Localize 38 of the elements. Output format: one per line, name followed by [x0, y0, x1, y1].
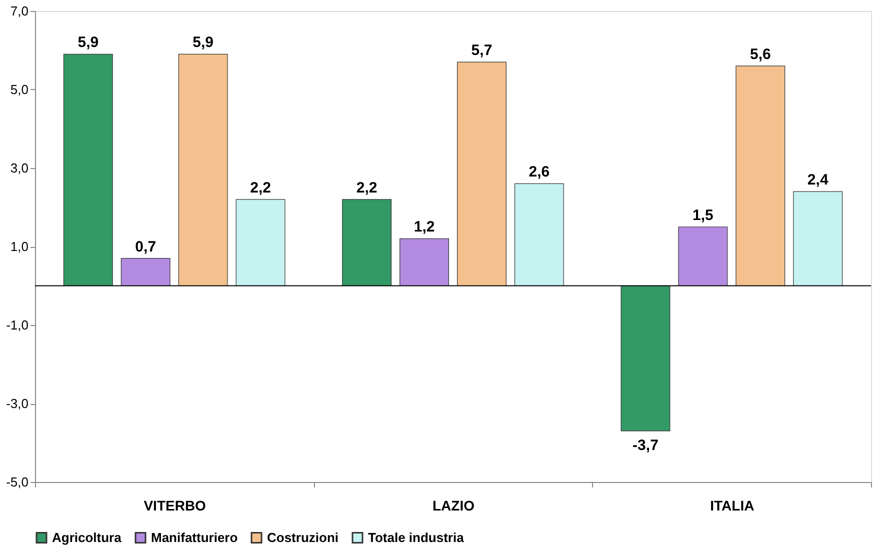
data-label: 5,9	[192, 34, 214, 52]
y-tick-label: 1,0	[10, 239, 28, 254]
legend-label: Totale industria	[368, 530, 465, 545]
y-tick-label: 7,0	[10, 4, 28, 18]
data-label: 1,2	[414, 218, 435, 236]
y-tick-label: 3,0	[10, 160, 28, 176]
legend-label: Manifatturiero	[151, 530, 238, 545]
y-tick-label: -5,0	[6, 474, 28, 490]
x-tick-label: ITALIA	[710, 498, 754, 514]
data-label: 2,4	[807, 172, 829, 189]
data-label: 5,6	[750, 46, 771, 63]
legend-label: Agricoltura	[52, 530, 122, 545]
data-label: 5,7	[471, 42, 492, 60]
legend-label: Costruzioni	[267, 530, 338, 545]
bar	[457, 62, 506, 286]
bar	[400, 238, 449, 286]
y-tick-label: 5,0	[10, 82, 28, 97]
bar	[63, 54, 113, 286]
bar	[178, 54, 228, 286]
bar	[620, 285, 670, 432]
y-tick-label: -3,0	[6, 396, 28, 411]
y-tick-label: -1,0	[6, 318, 28, 332]
data-label: 2,6	[528, 164, 550, 181]
bar	[120, 258, 170, 286]
bar	[236, 199, 286, 286]
data-label: -3,7	[632, 436, 658, 454]
bar	[736, 66, 786, 286]
x-tick-label: LAZIO	[432, 498, 475, 514]
data-label: 0,7	[135, 238, 156, 256]
data-label: 5,9	[78, 34, 99, 52]
bar	[514, 183, 564, 286]
data-label: 2,2	[356, 179, 378, 196]
bar	[678, 226, 728, 286]
bar	[342, 199, 392, 286]
bar	[793, 191, 843, 286]
x-tick-label: VITERBO	[144, 498, 206, 514]
data-label: 1,5	[692, 206, 714, 224]
data-label: 2,2	[250, 179, 271, 196]
